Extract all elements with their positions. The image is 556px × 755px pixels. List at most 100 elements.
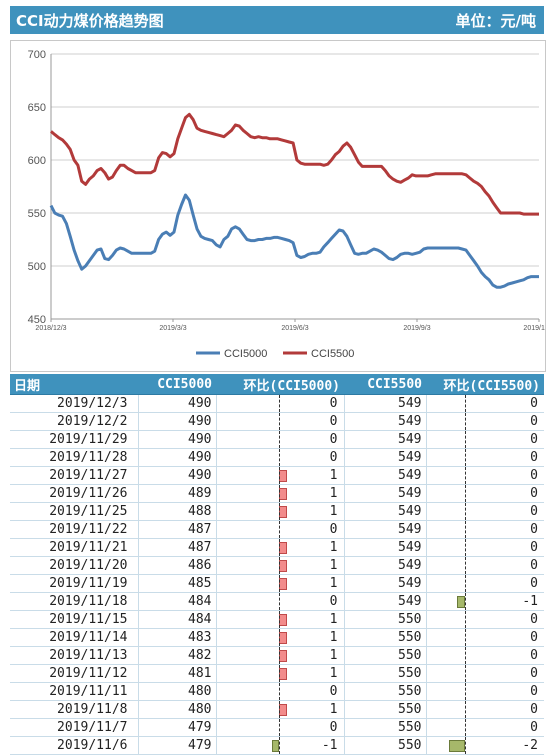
- positive-change-bar: [278, 632, 287, 644]
- cci5500-cell: 549: [343, 556, 426, 575]
- table-row: 2019/11/15 484 1 550 0: [10, 610, 544, 629]
- chg-cci5000-value: 1: [329, 468, 338, 483]
- chg-cci5500-value: 0: [530, 396, 538, 411]
- date-cell: 2019/11/26: [10, 484, 138, 503]
- chg-cci5000-cell: 0: [215, 718, 344, 737]
- table-row: 2019/11/7 479 0 550 0: [10, 718, 544, 737]
- series-line-cci5000: [49, 193, 539, 289]
- chg-cci5500-value: 0: [530, 684, 538, 699]
- chg-cci5000-cell: 0: [215, 682, 344, 701]
- chg-cci5000-cell: -1: [215, 736, 344, 755]
- cci5500-cell: 549: [343, 520, 426, 539]
- chg-cci5500-bar-zone: [427, 449, 466, 466]
- cci5500-cell: 549: [343, 502, 426, 521]
- cci5500-cell: 549: [343, 484, 426, 503]
- table-row: 2019/11/13 482 1 550 0: [10, 646, 544, 665]
- chg-cci5500-value: 0: [530, 720, 538, 735]
- negative-change-bar: [271, 740, 279, 752]
- chg-cci5000-cell: 0: [215, 394, 344, 413]
- chg-cci5500-value: 0: [530, 612, 538, 627]
- cci5000-cell: 482: [137, 646, 216, 665]
- chg-cci5500-value: 0: [530, 648, 538, 663]
- y-tick-label: 600: [28, 155, 46, 167]
- header-chg-cci5500: 环比(CCI5500): [426, 374, 544, 395]
- x-tick-label: 2019/12/3: [523, 325, 545, 332]
- table-row: 2019/11/12 481 1 550 0: [10, 664, 544, 683]
- date-cell: 2019/11/19: [10, 574, 138, 593]
- table-row: 2019/11/28 490 0 549 0: [10, 448, 544, 467]
- chg-cci5000-cell: 0: [215, 592, 344, 611]
- cci5000-cell: 480: [137, 700, 216, 719]
- chg-cci5500-cell: 0: [425, 574, 544, 593]
- legend-label: CCI5000: [224, 348, 267, 360]
- chg-cci5000-bar-zone: [217, 467, 280, 484]
- cci5500-cell: 549: [343, 412, 426, 431]
- chg-cci5000-bar-zone: [217, 629, 280, 646]
- y-tick-label: 450: [28, 314, 46, 326]
- chg-cci5500-cell: 0: [425, 610, 544, 629]
- unit-label: 单位：元/吨: [455, 12, 536, 30]
- chg-cci5000-bar-zone: [217, 539, 280, 556]
- cci5500-cell: 550: [343, 628, 426, 647]
- cci5500-cell: 550: [343, 664, 426, 683]
- chg-cci5500-value: 0: [530, 468, 538, 483]
- chg-cci5500-cell: 0: [425, 628, 544, 647]
- cci5500-cell: 549: [343, 538, 426, 557]
- chg-cci5500-cell: 0: [425, 538, 544, 557]
- cci5500-cell: 549: [343, 430, 426, 449]
- chg-cci5500-cell: -2: [425, 736, 544, 755]
- chg-cci5500-bar-zone: [427, 521, 466, 538]
- chg-cci5000-cell: 1: [215, 664, 344, 683]
- y-tick-label: 650: [28, 102, 46, 114]
- chg-cci5000-cell: 1: [215, 646, 344, 665]
- chg-cci5500-cell: 0: [425, 682, 544, 701]
- cci5000-cell: 487: [137, 520, 216, 539]
- cci5500-cell: 549: [343, 592, 426, 611]
- cci5000-cell: 485: [137, 574, 216, 593]
- chg-cci5500-cell: 0: [425, 718, 544, 737]
- chg-cci5500-cell: 0: [425, 502, 544, 521]
- y-tick-label: 550: [28, 208, 46, 220]
- positive-change-bar: [278, 506, 287, 518]
- chg-cci5500-cell: 0: [425, 646, 544, 665]
- date-cell: 2019/11/11: [10, 682, 138, 701]
- chg-cci5000-cell: 0: [215, 430, 344, 449]
- positive-change-bar: [278, 488, 287, 500]
- positive-change-bar: [278, 542, 287, 554]
- chg-cci5000-cell: 1: [215, 502, 344, 521]
- date-cell: 2019/11/28: [10, 448, 138, 467]
- chg-cci5000-bar-zone: [217, 611, 280, 628]
- chg-cci5500-bar-zone: [427, 683, 466, 700]
- chg-cci5000-value: 0: [329, 432, 338, 447]
- positive-change-bar: [278, 650, 287, 662]
- chg-cci5000-cell: 0: [215, 412, 344, 431]
- chg-cci5500-bar-zone: [427, 719, 466, 736]
- table-row: 2019/11/25 488 1 549 0: [10, 502, 544, 521]
- chg-cci5500-bar-zone: [427, 413, 466, 430]
- date-cell: 2019/11/15: [10, 610, 138, 629]
- positive-change-bar: [278, 704, 287, 716]
- table-row: 2019/11/14 483 1 550 0: [10, 628, 544, 647]
- chg-cci5000-bar-zone: [217, 593, 280, 610]
- chg-cci5500-value: 0: [530, 702, 538, 717]
- chg-cci5000-cell: 1: [215, 574, 344, 593]
- date-cell: 2019/11/27: [10, 466, 138, 485]
- chg-cci5000-bar-zone: [217, 395, 280, 412]
- chg-cci5000-cell: 1: [215, 538, 344, 557]
- date-cell: 2019/11/8: [10, 700, 138, 719]
- chg-cci5500-bar-zone: [427, 503, 466, 520]
- chg-cci5000-bar-zone: [217, 557, 280, 574]
- chg-cci5000-bar-zone: [217, 719, 280, 736]
- date-cell: 2019/11/20: [10, 556, 138, 575]
- price-table: 日期 CCI5000 环比(CCI5000) CCI5500 环比(CCI550…: [10, 374, 544, 755]
- chg-cci5500-cell: 0: [425, 664, 544, 683]
- cci5000-cell: 486: [137, 556, 216, 575]
- x-tick-label: 2019/6/3: [281, 325, 308, 332]
- cci5000-cell: 479: [137, 718, 216, 737]
- positive-change-bar: [278, 560, 287, 572]
- chg-cci5000-bar-zone: [217, 575, 280, 592]
- date-cell: 2019/11/21: [10, 538, 138, 557]
- chg-cci5000-bar-zone: [217, 737, 280, 754]
- chg-cci5500-value: 0: [530, 504, 538, 519]
- chg-cci5500-cell: 0: [425, 700, 544, 719]
